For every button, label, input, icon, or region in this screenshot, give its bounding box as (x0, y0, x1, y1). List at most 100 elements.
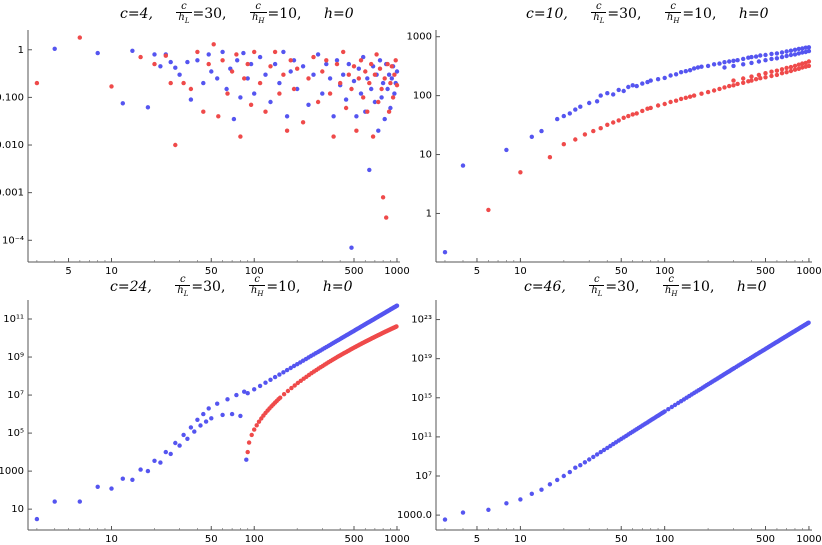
data-point (295, 86, 300, 92)
x-tick-label: 1000 (384, 266, 409, 277)
y-tick-label: 10⁷ (7, 390, 24, 401)
data-point (242, 76, 247, 81)
data-point (666, 407, 671, 412)
x-tick-label: 50 (615, 534, 628, 545)
data-point (567, 469, 572, 475)
data-point (382, 116, 387, 122)
data-point (238, 95, 243, 100)
data-point (356, 76, 361, 81)
data-point (683, 69, 688, 74)
data-point (209, 416, 214, 421)
data-point (295, 66, 300, 71)
data-point (372, 99, 378, 105)
data-point (185, 436, 190, 441)
data-point (254, 423, 259, 428)
data-point (278, 395, 283, 400)
data-point (662, 75, 667, 81)
data-point (245, 391, 250, 396)
data-point (442, 517, 448, 522)
data-point (284, 128, 290, 133)
data-point (365, 76, 370, 81)
y-tick-label: 1000.0 (397, 510, 432, 521)
data-point (268, 64, 273, 69)
data-point (621, 88, 626, 94)
x-tick-label: 10 (105, 534, 118, 545)
data-point (315, 52, 321, 57)
data-point (591, 454, 596, 460)
data-point (518, 170, 523, 175)
data-point (158, 64, 163, 69)
data-point (277, 372, 282, 377)
data-point (369, 61, 374, 67)
data-point (173, 65, 178, 70)
data-point (769, 51, 774, 57)
data-point (206, 406, 211, 411)
data-point (231, 116, 237, 122)
data-point (311, 54, 316, 60)
data-point (806, 63, 812, 69)
data-point (376, 99, 381, 105)
title-fraction-L: c hL (176, 1, 192, 25)
x-tick-label: 10 (105, 266, 118, 277)
data-point (209, 69, 214, 74)
data-point (331, 134, 336, 139)
data-point (315, 99, 321, 105)
data-point (288, 69, 293, 74)
data-point (168, 59, 173, 65)
data-point (758, 53, 763, 58)
data-point (386, 109, 392, 114)
data-point (630, 83, 635, 88)
data-point (784, 70, 789, 75)
data-point (311, 72, 316, 77)
data-point (188, 425, 194, 430)
data-point (389, 64, 394, 69)
data-point (749, 54, 754, 60)
data-point (699, 91, 704, 96)
data-point (272, 49, 278, 55)
data-point (756, 72, 762, 78)
data-point (343, 105, 349, 111)
data-point (220, 412, 225, 418)
data-point (181, 432, 186, 438)
data-point (806, 59, 812, 64)
data-point (324, 58, 329, 63)
data-point (711, 62, 717, 67)
panel-title-2: c=10, c hL =30, c hH =10, h=0 (526, 1, 769, 26)
y-tick-label: 1 (426, 208, 432, 219)
data-point (374, 52, 379, 57)
data-point (77, 35, 83, 40)
data-point (272, 61, 278, 67)
data-point (338, 80, 343, 86)
data-point (238, 134, 243, 139)
data-point (195, 58, 200, 63)
data-point (605, 122, 610, 128)
data-point (741, 80, 746, 86)
data-point (211, 42, 216, 47)
data-point (320, 91, 325, 96)
data-point (341, 49, 346, 55)
data-point (281, 370, 286, 375)
data-point (578, 104, 583, 109)
data-point (722, 65, 727, 70)
data-point (220, 49, 225, 55)
data-point (529, 491, 534, 496)
data-point (385, 86, 390, 92)
data-point (394, 69, 400, 74)
data-point (722, 85, 727, 90)
panel-title-1: c=4, c hL =30, c hH =10, h=0 (120, 1, 354, 26)
data-point (655, 77, 661, 82)
data-point (163, 53, 168, 58)
x-tick-label: 50 (615, 266, 628, 277)
data-point (611, 120, 616, 125)
y-tick-label: 10²³ (411, 315, 432, 326)
data-point (749, 74, 754, 79)
data-point (206, 52, 211, 57)
data-point (486, 207, 491, 213)
data-point (343, 97, 349, 102)
data-point (388, 80, 393, 86)
data-point (377, 66, 383, 71)
data-point (95, 484, 100, 489)
data-point (806, 48, 812, 54)
data-point (655, 103, 661, 108)
